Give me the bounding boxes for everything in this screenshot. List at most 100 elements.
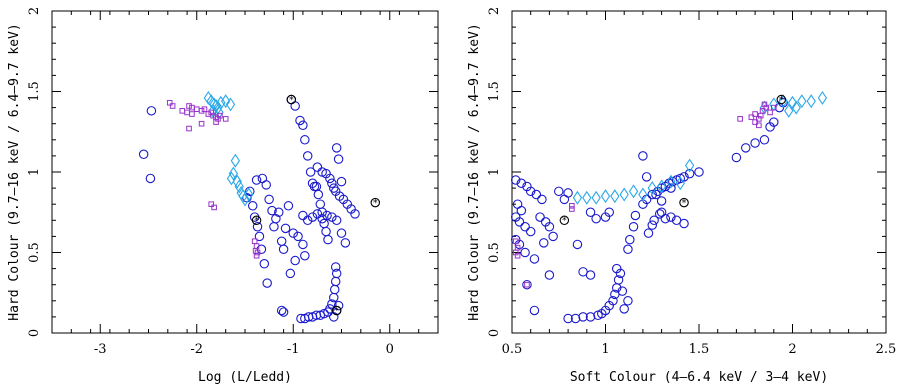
star-glyph: * [254, 217, 259, 227]
diamond-point [817, 90, 828, 105]
circle-point [585, 207, 596, 218]
circle-point [684, 168, 695, 179]
series-circle [510, 98, 788, 324]
y-axis-title: Hard Colour (9.7–16 keV / 6.4–9.7 keV) [7, 23, 22, 320]
circle-point [298, 239, 308, 250]
circle-point [656, 207, 667, 218]
circle-point [608, 296, 618, 306]
circle-point [340, 238, 351, 248]
circle-point [638, 151, 648, 161]
circle-point [625, 234, 635, 245]
circle-point [731, 152, 742, 163]
circle-point [647, 220, 657, 230]
diamond-point [791, 100, 801, 115]
circle-point [317, 213, 327, 224]
circle-point [516, 178, 527, 189]
square-point [253, 252, 260, 259]
y-tick-label: 1.5 [27, 81, 42, 102]
circle-point [313, 189, 324, 200]
series-diamond [572, 90, 828, 205]
circle-point [276, 305, 287, 316]
circle-point [138, 149, 149, 160]
square-point [756, 122, 762, 129]
circle-point [578, 312, 588, 322]
circle-point [604, 207, 614, 218]
square-point [514, 252, 521, 259]
diamond-point [582, 190, 592, 205]
circle-point [307, 212, 318, 222]
circle-point [535, 212, 545, 222]
circle-point [619, 304, 629, 314]
x-tick-label: 2.5 [876, 342, 897, 357]
circle-point [295, 115, 305, 126]
circle-point [563, 313, 573, 324]
circle-point [514, 217, 525, 227]
series-circle [138, 94, 360, 324]
circle-point [539, 238, 549, 248]
diamond-point [240, 192, 250, 207]
chart-panel-1: -3 -2 -1 0 0 0.5 1 1.5 2 Log (L/Ledd) Hard Colour … [7, 7, 439, 385]
circle-point [252, 221, 263, 232]
circle-point [302, 215, 313, 226]
square-point [757, 112, 764, 119]
circle-point [259, 259, 270, 269]
diamond-point [656, 179, 667, 194]
square-point [193, 106, 200, 113]
square-point [752, 111, 758, 117]
circle-point [285, 268, 296, 279]
circle-point [522, 279, 532, 290]
x-tick-label: 0.5 [502, 342, 523, 357]
square-point [771, 104, 777, 111]
circle-point [283, 201, 294, 211]
x-tick-label: -3 [94, 342, 107, 357]
circle-point [759, 135, 770, 145]
circle-point [256, 244, 267, 255]
plot-frame [511, 10, 887, 334]
circle-point [544, 221, 555, 232]
circle-point [327, 212, 337, 222]
circle-point [617, 286, 628, 296]
circle-point [262, 278, 272, 288]
diamond-point [228, 166, 239, 181]
circle-point [330, 262, 341, 272]
circle-point [544, 270, 555, 280]
circle-point [302, 151, 313, 161]
circle-point [269, 221, 279, 232]
circle-point [319, 218, 329, 229]
circle-point [643, 228, 654, 238]
diamond-point [675, 176, 685, 191]
x-tick-label: 0 [386, 342, 394, 357]
square-point [179, 108, 186, 114]
star-glyph: * [779, 96, 784, 106]
circle-point [305, 167, 316, 177]
x-tick-label: 1 [601, 342, 609, 357]
y-tick-label: 0.5 [27, 242, 42, 263]
circle-point [298, 120, 308, 131]
square-point [186, 103, 192, 109]
circle-point [257, 173, 268, 184]
diamond-point [784, 103, 794, 118]
circle-point [623, 296, 633, 306]
diamond-point [619, 187, 629, 202]
diamond-point [232, 174, 242, 189]
circle-point [329, 284, 340, 295]
square-point [169, 103, 176, 109]
circle-point [336, 228, 347, 238]
series-star: * * * [559, 94, 787, 227]
square-point [189, 111, 195, 117]
circle-point [537, 194, 547, 205]
circle-point [740, 143, 751, 153]
y-tick-label: 1.5 [487, 81, 502, 102]
circle-point [516, 205, 527, 216]
circle-point [293, 231, 303, 242]
star-point [776, 94, 787, 105]
square-point [217, 112, 223, 119]
diamond-point [666, 174, 676, 189]
circle-point [329, 312, 339, 322]
circle-point [630, 210, 641, 221]
square-point [198, 120, 205, 127]
circle-point [628, 221, 639, 232]
circle-point [559, 194, 570, 205]
circle-point [591, 213, 601, 224]
